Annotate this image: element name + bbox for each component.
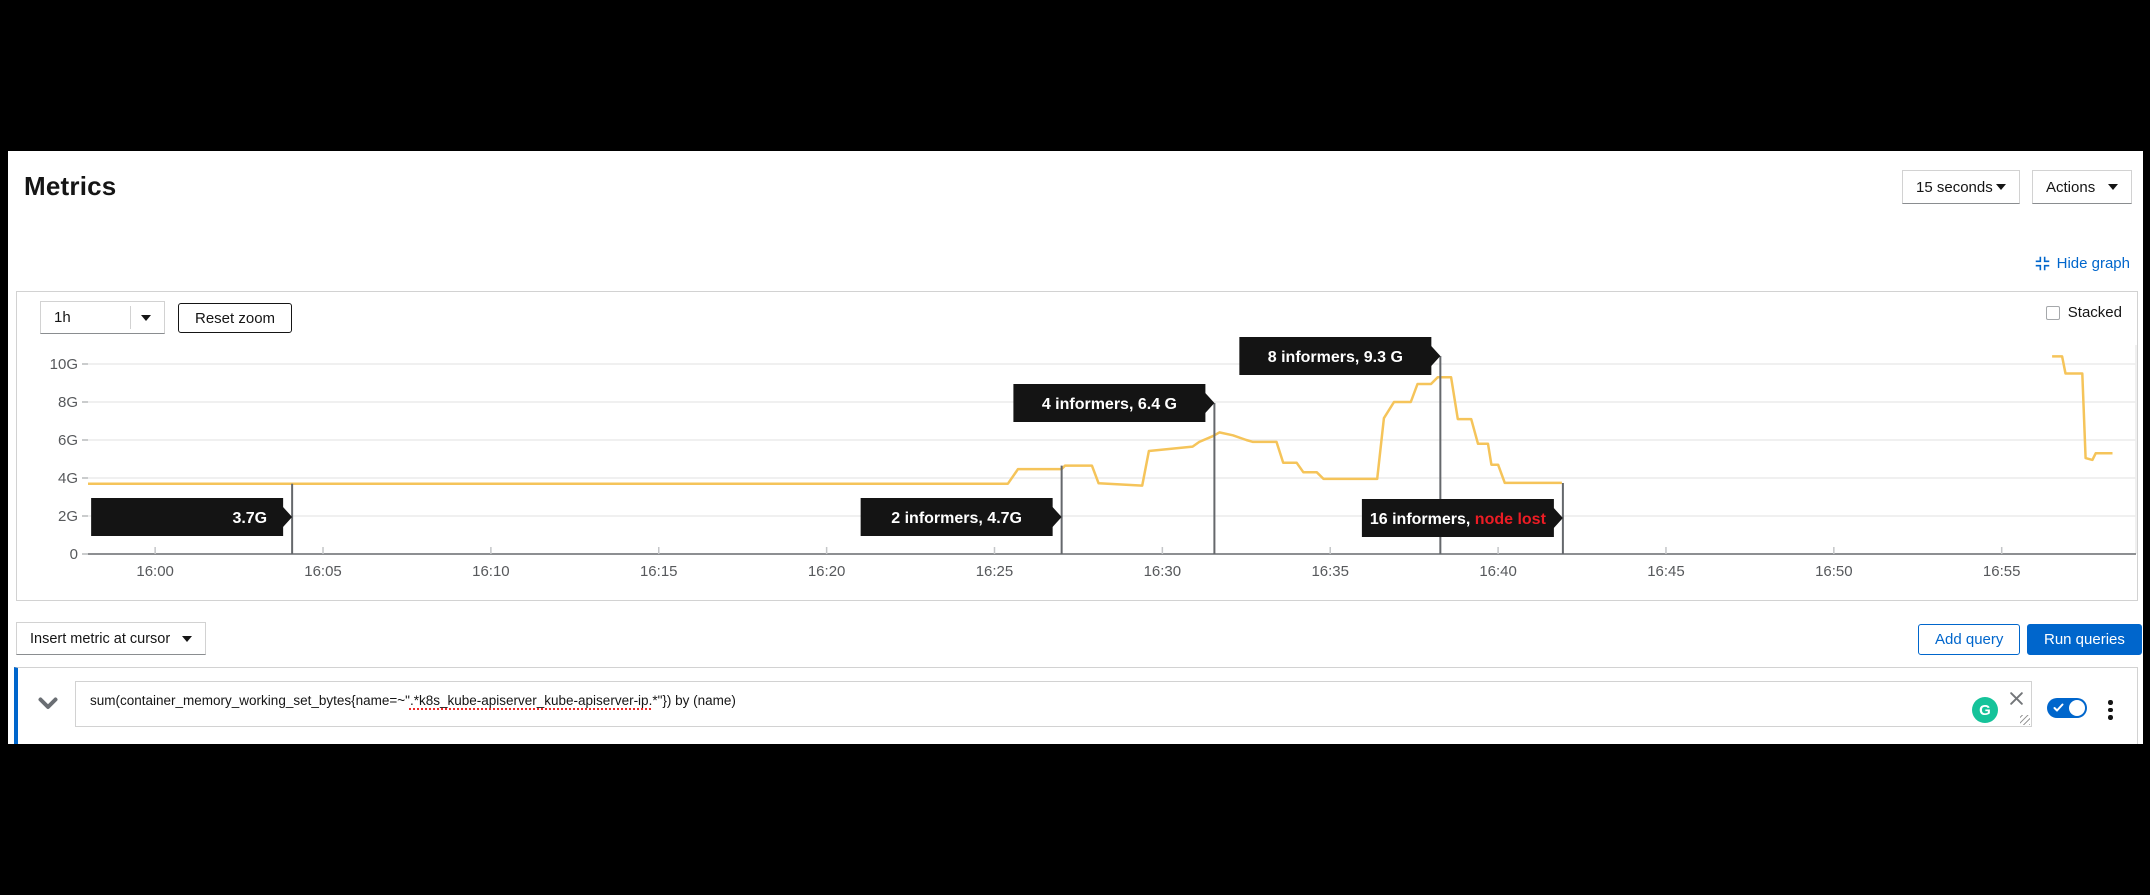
graph-panel: 0 2G 4G 6G 8G 10G 16:00 16:05 16:10 16:15 16:20 16:… xyxy=(16,291,2138,601)
actions-dropdown[interactable]: Actions xyxy=(2032,170,2132,204)
stacked-control: Stacked xyxy=(2045,304,2122,321)
query-text-underlined: .*k8s_kube-apiserver_kube-apiserver-ip. xyxy=(409,693,653,708)
metrics-page: Metrics 15 seconds Actions Hide graph 0 2… xyxy=(8,151,2143,744)
grammarly-icon[interactable]: G xyxy=(1972,697,1998,723)
poll-interval-value: 15 seconds xyxy=(1916,178,1993,196)
svg-text:16:40: 16:40 xyxy=(1479,563,1517,580)
query-expression-input[interactable]: sum(container_memory_working_set_bytes{n… xyxy=(75,681,2032,727)
svg-text:16:00: 16:00 xyxy=(136,563,174,580)
actions-label: Actions xyxy=(2046,178,2096,196)
svg-text:4G: 4G xyxy=(58,470,78,487)
query-text-prefix: sum(container_memory_working_set_bytes{n… xyxy=(90,693,410,708)
query-row: sum(container_memory_working_set_bytes{n… xyxy=(14,667,2138,744)
chart-annotation-tooltip: 16 informers, node lost xyxy=(1361,499,1563,537)
svg-text:4 informers, 6.4 G: 4 informers, 6.4 G xyxy=(1042,396,1177,413)
svg-text:10G: 10G xyxy=(50,356,78,373)
caret-down-icon xyxy=(1996,184,2006,190)
check-icon xyxy=(2053,703,2064,712)
poll-interval-dropdown[interactable]: 15 seconds xyxy=(1902,170,2020,204)
svg-text:16:50: 16:50 xyxy=(1815,563,1853,580)
svg-text:8 informers, 9.3 G: 8 informers, 9.3 G xyxy=(1268,349,1403,366)
clear-query-button[interactable] xyxy=(2006,690,2026,710)
svg-text:2 informers, 4.7G: 2 informers, 4.7G xyxy=(891,510,1022,527)
hide-graph-link[interactable]: Hide graph xyxy=(2035,252,2130,274)
chart-annotation-tooltip: 2 informers, 4.7G xyxy=(860,498,1062,536)
svg-text:16:05: 16:05 xyxy=(304,563,342,580)
insert-metric-label: Insert metric at cursor xyxy=(30,630,171,647)
stacked-checkbox[interactable] xyxy=(2045,305,2060,320)
time-span-dropdown[interactable]: 1h xyxy=(40,301,165,334)
svg-text:16:15: 16:15 xyxy=(640,563,678,580)
page-title: Metrics xyxy=(24,171,117,201)
chevron-down-icon xyxy=(38,697,58,709)
chart-annotation-tooltip: 8 informers, 9.3 G xyxy=(1239,337,1441,375)
svg-text:16:20: 16:20 xyxy=(808,563,846,580)
query-text-suffix: *"}) by (name) xyxy=(652,693,736,708)
svg-text:6G: 6G xyxy=(58,432,78,449)
stacked-label[interactable]: Stacked xyxy=(2067,304,2122,321)
caret-down-icon xyxy=(2108,184,2118,190)
query-expand-toggle[interactable] xyxy=(35,696,61,714)
insert-metric-dropdown[interactable]: Insert metric at cursor xyxy=(16,622,206,655)
svg-text:16:45: 16:45 xyxy=(1647,563,1685,580)
run-queries-button[interactable]: Run queries xyxy=(2027,624,2142,655)
toggle-knob xyxy=(2069,700,2085,716)
svg-text:2G: 2G xyxy=(58,508,78,525)
caret-down-icon xyxy=(182,635,192,642)
svg-text:3.7G: 3.7G xyxy=(232,510,267,527)
close-icon xyxy=(2009,692,2023,705)
chart-annotation-tooltip: 3.7G xyxy=(91,498,293,536)
kebab-menu-button[interactable] xyxy=(2106,698,2115,722)
svg-text:16:30: 16:30 xyxy=(1144,563,1182,580)
svg-text:16:35: 16:35 xyxy=(1311,563,1349,580)
svg-text:16 informers, node lost: 16 informers, node lost xyxy=(1370,511,1547,528)
hide-graph-label: Hide graph xyxy=(2056,254,2130,272)
compress-icon xyxy=(2035,256,2049,270)
query-enabled-toggle[interactable] xyxy=(2047,698,2087,718)
chart-annotation-tooltip: 4 informers, 6.4 G xyxy=(1013,384,1215,422)
textarea-resize-handle[interactable] xyxy=(2020,715,2030,725)
svg-text:16:25: 16:25 xyxy=(976,563,1014,580)
metrics-chart[interactable]: 0 2G 4G 6G 8G 10G 16:00 16:05 16:10 16:15 16:20 16:… xyxy=(17,292,2137,600)
select-divider xyxy=(130,306,131,329)
caret-down-icon xyxy=(141,314,151,321)
add-query-button[interactable]: Add query xyxy=(1918,624,2021,655)
svg-text:16:10: 16:10 xyxy=(472,563,510,580)
time-span-value: 1h xyxy=(54,309,71,326)
svg-text:8G: 8G xyxy=(58,394,78,411)
reset-zoom-button[interactable]: Reset zoom xyxy=(178,303,293,333)
svg-text:16:55: 16:55 xyxy=(1983,563,2021,580)
svg-text:0: 0 xyxy=(70,546,78,563)
